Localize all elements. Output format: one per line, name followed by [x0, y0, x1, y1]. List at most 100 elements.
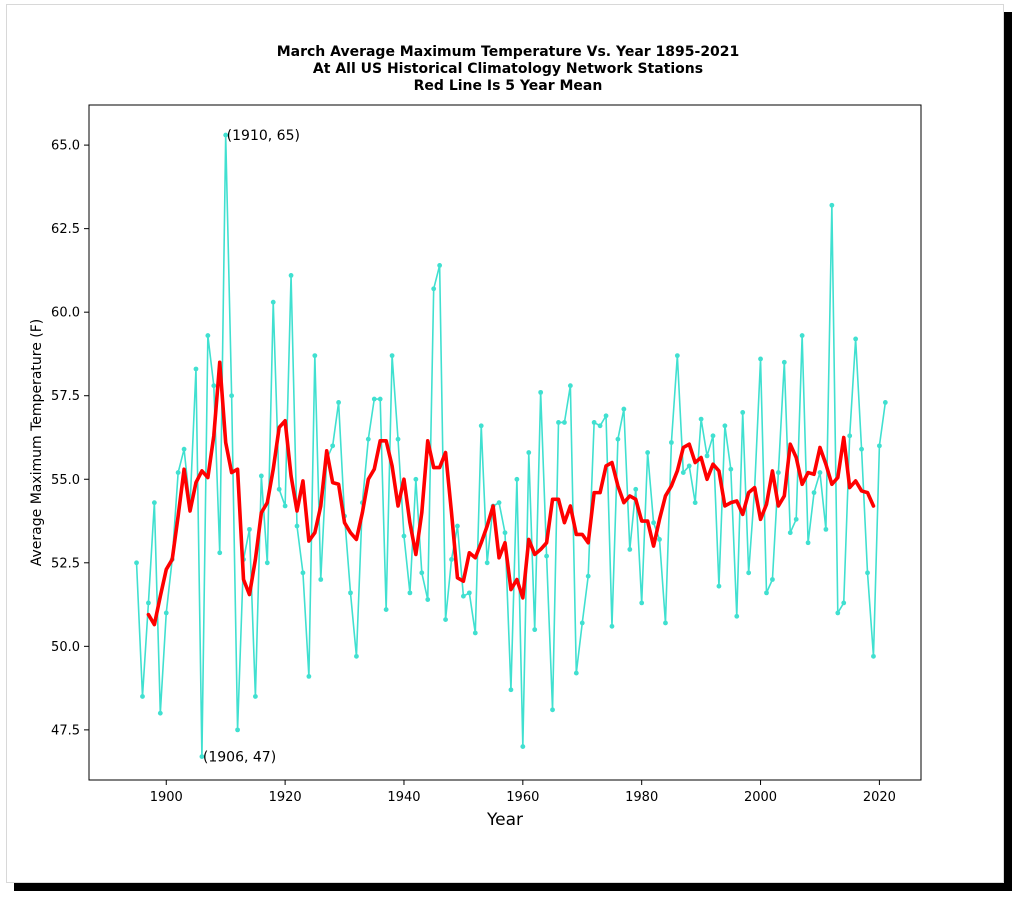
data-point: [764, 590, 769, 596]
data-point: [615, 436, 621, 442]
data-point: [348, 590, 353, 596]
data-point: [621, 406, 627, 412]
data-point: [556, 420, 561, 425]
data-point: [466, 590, 472, 596]
data-point: [639, 600, 645, 606]
data-point: [550, 707, 555, 713]
x-tick-label: 1980: [625, 790, 658, 805]
data-point: [680, 470, 686, 475]
data-point: [597, 423, 603, 429]
data-point: [728, 466, 734, 472]
data-point: [674, 353, 680, 359]
data-point: [282, 503, 288, 509]
data-point: [859, 446, 864, 452]
data-point: [365, 436, 371, 442]
chart-title-line: Red Line Is 5 Year Mean: [414, 78, 603, 94]
data-point: [146, 600, 151, 606]
data-point: [793, 516, 799, 522]
data-point: [716, 583, 722, 589]
data-point: [544, 553, 549, 559]
data-point: [336, 400, 341, 405]
data-point: [722, 423, 728, 429]
data-point: [455, 523, 460, 529]
data-point: [841, 600, 847, 606]
data-point: [805, 540, 811, 546]
data-point: [603, 413, 609, 419]
data-point: [413, 476, 419, 482]
data-point: [835, 610, 841, 616]
annotations: (1910, 65) (1906, 47): [203, 128, 300, 766]
data-point: [389, 353, 395, 359]
x-tick-label: 1960: [506, 790, 539, 805]
data-point: [865, 570, 870, 576]
five-year-mean-line: [146, 360, 876, 627]
data-point: [270, 299, 276, 305]
data-point: [276, 486, 282, 492]
data-point: [669, 440, 674, 445]
data-point: [258, 473, 264, 479]
data-point: [247, 526, 252, 532]
data-point: [407, 590, 413, 596]
data-point: [877, 443, 882, 449]
data-point: [151, 500, 157, 506]
y-tick-label: 65.0: [51, 139, 80, 154]
data-point: [704, 453, 710, 459]
data-point: [205, 333, 211, 338]
data-point: [300, 570, 306, 576]
y-tick-label: 60.0: [51, 306, 80, 321]
data-point: [775, 470, 781, 475]
data-point: [508, 687, 514, 693]
data-point: [770, 577, 775, 582]
data-point: [573, 670, 579, 676]
point-annotation: (1906, 47): [203, 750, 276, 766]
data-point: [591, 420, 597, 425]
data-point: [199, 754, 205, 760]
data-point: [585, 573, 591, 579]
y-tick-label: 62.5: [51, 222, 80, 237]
data-point: [811, 490, 817, 496]
data-point: [562, 420, 567, 425]
data-point: [371, 396, 377, 402]
data-point: [758, 356, 763, 362]
data-point: [383, 607, 389, 612]
chart-title-line: March Average Maximum Temperature Vs. Ye…: [277, 44, 740, 60]
data-point: [288, 273, 294, 278]
data-point: [663, 620, 668, 626]
data-point: [514, 476, 520, 482]
data-point: [502, 530, 508, 536]
data-point: [354, 653, 359, 659]
data-point: [746, 570, 752, 576]
data-point: [823, 526, 829, 532]
x-tick-label: 1940: [387, 790, 420, 805]
y-axis-label: Average Maximum Temperature (F): [29, 319, 45, 566]
data-point: [377, 396, 383, 402]
data-point: [229, 393, 235, 399]
y-tick-label: 52.5: [51, 556, 80, 571]
data-point: [449, 557, 454, 562]
data-point: [318, 577, 324, 582]
y-tick-label: 57.5: [51, 389, 80, 404]
y-tick-label: 47.5: [51, 723, 80, 738]
series-layer: [134, 132, 888, 760]
data-point: [312, 353, 318, 359]
data-point: [829, 202, 835, 208]
data-point: [871, 653, 876, 659]
data-point: [431, 286, 437, 292]
x-tick-label: 1920: [269, 790, 302, 805]
data-point: [461, 593, 466, 599]
data-point: [157, 710, 163, 716]
data-point: [692, 500, 698, 506]
data-point: [734, 613, 740, 619]
data-point: [799, 333, 805, 338]
chart-title: March Average Maximum Temperature Vs. Ye…: [277, 44, 740, 94]
data-point: [627, 547, 633, 552]
x-tick-label: 2000: [744, 790, 777, 805]
data-point: [781, 359, 787, 365]
data-point: [330, 443, 336, 449]
data-point: [401, 533, 407, 539]
x-axis: 1900 1920 1940 1960 1980 2000 2020: [150, 780, 896, 805]
figure-frame: March Average Maximum Temperature Vs. Ye…: [6, 4, 1004, 883]
data-point: [609, 623, 615, 629]
data-point: [437, 263, 443, 268]
data-point: [472, 630, 478, 636]
